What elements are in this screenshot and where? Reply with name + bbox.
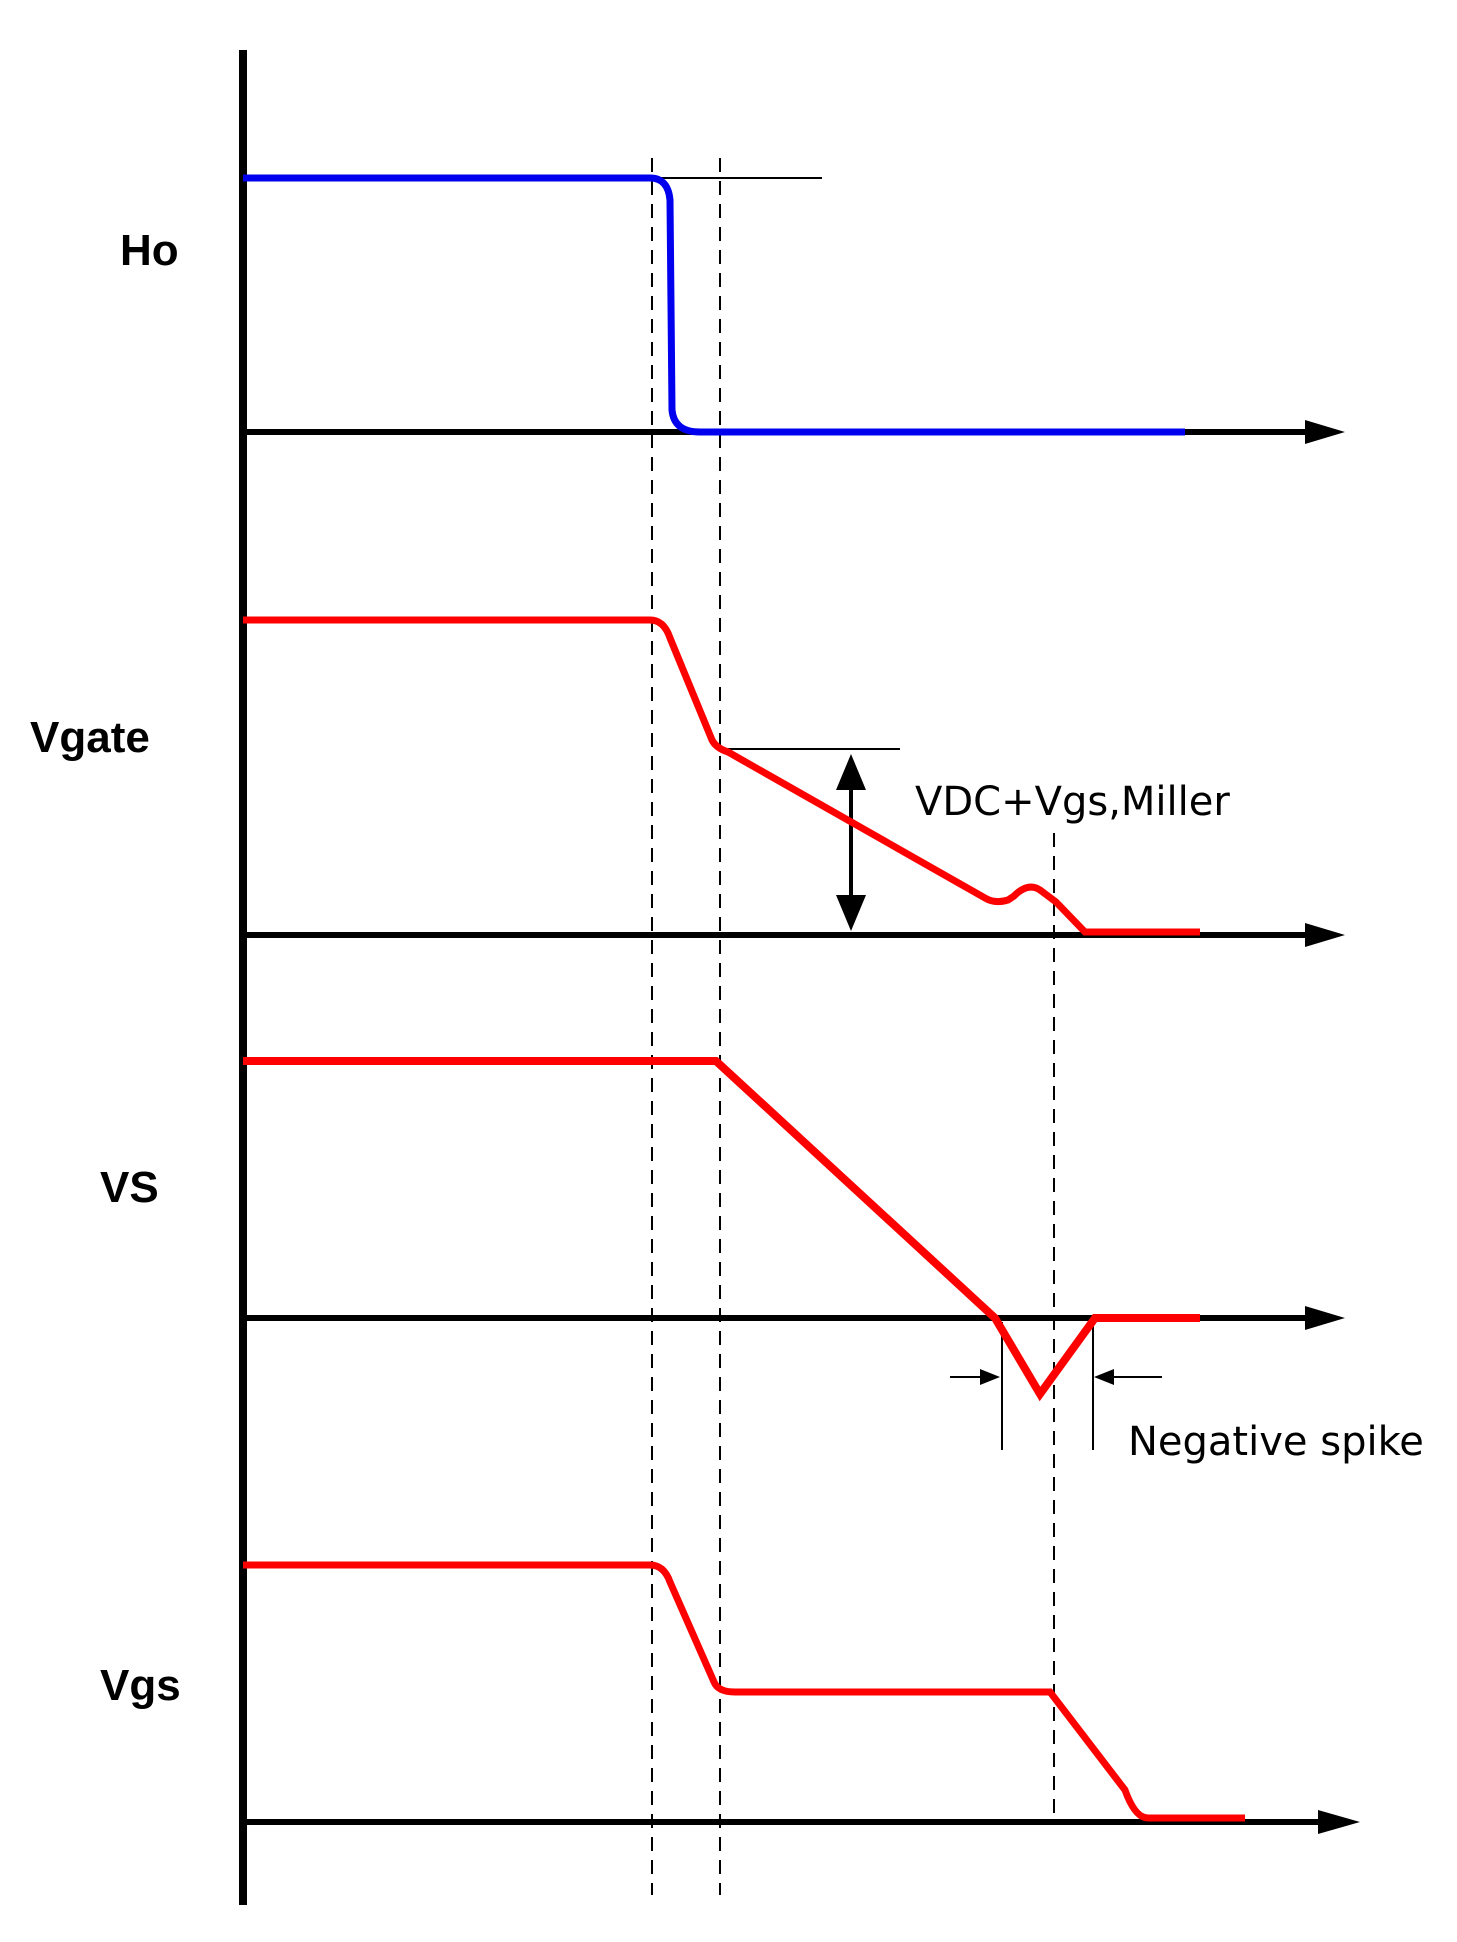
signal-label-vs: VS: [100, 1163, 159, 1212]
signal-label-vgs: Vgs: [100, 1661, 181, 1710]
signal-label-vgate: Vgate: [30, 713, 150, 762]
arrow-left-icon: [1094, 1369, 1114, 1385]
ho-waveform: [243, 174, 1185, 436]
arrow-down-icon: [836, 895, 866, 931]
signal-label-ho: Ho: [120, 226, 179, 275]
axis-arrow-icon: [1305, 420, 1345, 444]
vgate-waveform: [243, 616, 1200, 936]
spike-width-arrows: [950, 1369, 1162, 1385]
arrow-right-icon: [980, 1369, 1000, 1385]
spike-annotation: Negative spike: [1128, 1419, 1424, 1465]
vs-waveform: [243, 1057, 1200, 1402]
axis-arrow-icon: [1305, 1306, 1345, 1330]
axis-vgs: [243, 1810, 1360, 1834]
miller-double-arrow: [836, 754, 866, 931]
axis-arrow-icon: [1305, 923, 1345, 947]
miller-annotation: VDC+Vgs,Miller: [915, 779, 1230, 825]
vgs-waveform: [243, 1561, 1245, 1822]
axis-arrow-icon: [1318, 1810, 1360, 1834]
arrow-up-icon: [836, 754, 866, 790]
